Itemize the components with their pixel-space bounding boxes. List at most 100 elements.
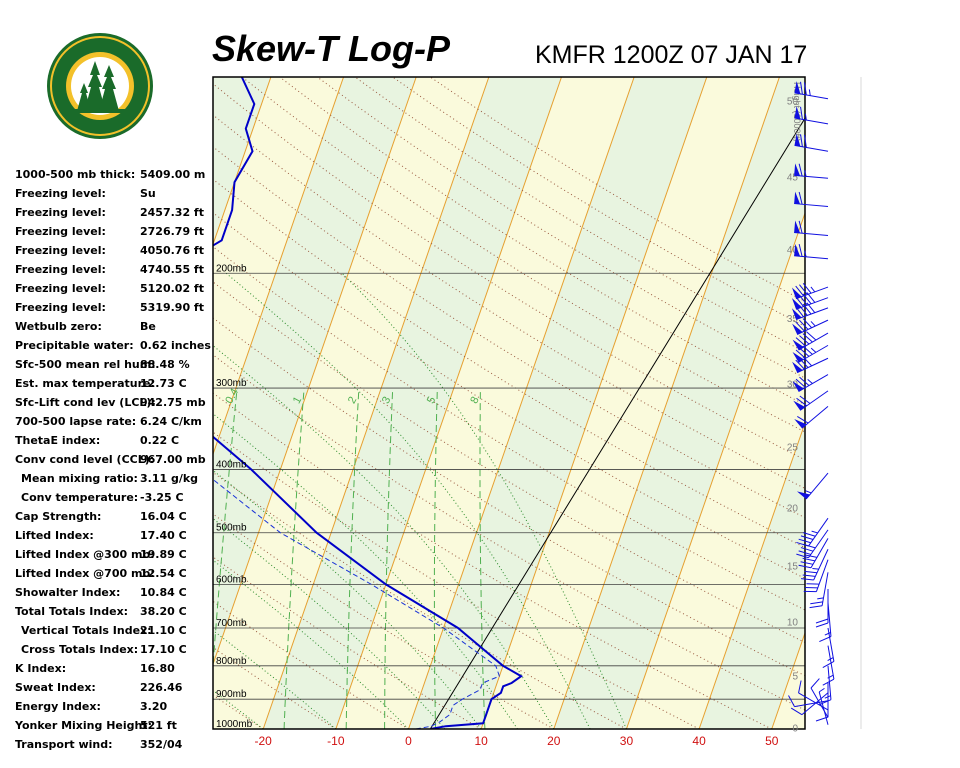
plot-frame (212, 76, 806, 730)
stat-row: 1000-500 mb thick: 5409.00 m (15, 168, 215, 187)
dry-adiabat (213, 646, 337, 729)
wind-barb-flag (804, 554, 818, 558)
dry-adiabat (354, 77, 805, 353)
wind-barb (794, 220, 829, 236)
wind-barb-half-flag (811, 530, 818, 534)
oregon-dept-of-forestry-logo (47, 33, 153, 139)
mixing-ratio-label: 3 (380, 395, 393, 406)
isotherm-line (844, 77, 960, 729)
stat-value: 5319.90 ft (140, 301, 204, 314)
wind-barb-half-flag (812, 567, 819, 570)
wind-barb-pennant (792, 381, 804, 392)
wind-barb-flag (797, 416, 809, 424)
stat-label: Conv temperature: (21, 491, 139, 504)
stat-value: 226.46 (140, 681, 183, 694)
stat-value: 0.62 inches (140, 339, 211, 352)
wind-barb-pennant (791, 298, 802, 310)
stat-value: 5120.02 ft (140, 282, 204, 295)
wind-barb-half-flag (818, 687, 825, 693)
wind-barb-staff (821, 572, 829, 606)
wind-barb-flag (800, 106, 803, 120)
wind-barb-flag (798, 680, 802, 694)
wind-barb-flag (798, 220, 803, 234)
wind-barb-flag (815, 618, 829, 624)
stat-label: Freezing level: (15, 244, 106, 257)
temperature-band (844, 77, 960, 729)
wind-barb (794, 191, 829, 208)
stat-label: Precipitable water: (15, 339, 134, 352)
wind-barb-flag (798, 538, 811, 544)
stat-row: Freezing level: 2457.32 ft (15, 206, 215, 225)
wind-barb-flag (819, 636, 832, 642)
wind-barb-flag (802, 303, 812, 315)
wind-barb-flag (788, 695, 795, 707)
wind-barb (794, 133, 829, 152)
wind-barb-flag (800, 535, 814, 540)
wind-barb-flag (802, 333, 813, 343)
stat-row: Lifted Index @700 mb: 12.54 C (15, 567, 215, 586)
stat-value: 967.00 mb (140, 453, 206, 466)
plot-area: 0.4 1 2 3 5 8 (0, 77, 960, 729)
stat-label: Transport wind: (15, 738, 113, 751)
wind-barb-pennant (791, 308, 802, 320)
dry-adiabat (279, 77, 805, 406)
wind-barb-flag (822, 661, 835, 668)
stat-row: Sweat Index: 226.46 (15, 681, 215, 700)
stat-row: Cross Totals Index: 17.10 C (15, 643, 215, 662)
wind-barb (798, 538, 829, 569)
wind-barb-flag (802, 318, 813, 329)
isotherm-line (0, 77, 53, 729)
wind-barb-flag (809, 605, 823, 609)
wind-barb-flag (800, 561, 814, 565)
mixing-ratio-line (479, 388, 486, 729)
pressure-label: 1000mb (216, 719, 253, 730)
x-tick-label: 30 (620, 734, 634, 748)
wind-barb-half-flag (810, 321, 816, 327)
stat-row: Mean mixing ratio: 3.11 g/kg (15, 472, 215, 491)
stat-value: 2726.79 ft (140, 225, 204, 238)
stat-value: 942.75 mb (140, 396, 206, 409)
stat-label: Freezing level: (15, 263, 106, 276)
dry-adiabat (213, 114, 805, 489)
wind-barb-flag (795, 306, 804, 318)
isotherm-line (553, 77, 780, 729)
wind-barb (803, 559, 829, 593)
pressure-label: 600mb (216, 574, 247, 585)
mixing-ratio-line (433, 388, 438, 729)
stat-label: Sweat Index: (15, 681, 96, 694)
wind-barb (791, 283, 829, 300)
wind-barb-pennant (794, 133, 801, 147)
stat-value: 16.80 (140, 662, 175, 675)
wind-barb-flag (798, 191, 803, 205)
wind-barb-flag (806, 292, 816, 303)
stat-row: Sfc-Lift cond lev (LCL): 942.75 mb (15, 396, 215, 415)
wind-barb-staff (795, 286, 829, 300)
wind-barb-flag (800, 81, 803, 95)
dry-adiabat (213, 212, 805, 579)
stat-value: 19.89 C (140, 548, 187, 561)
wind-barb-flag (804, 570, 818, 574)
wind-barb-flag (803, 134, 807, 148)
stat-row: Lifted Index @300 mb: 19.89 C (15, 548, 215, 567)
temperature-band (0, 77, 126, 729)
stat-value: 3.11 g/kg (140, 472, 199, 485)
wind-barb-pennant (794, 243, 801, 257)
wind-barb-column (788, 77, 862, 729)
wind-barb-pennant (793, 400, 806, 411)
wind-barb-pennant (794, 220, 801, 234)
wind-barb-staff (808, 517, 829, 547)
stat-value: -3.25 C (140, 491, 184, 504)
stat-label: Freezing level: (15, 301, 106, 314)
wind-barb (792, 344, 829, 363)
wind-barb-staff (794, 255, 829, 260)
stat-label: ThetaE index: (15, 434, 101, 447)
wind-barb (791, 292, 829, 310)
pressure-label: 800mb (216, 656, 247, 667)
stat-label: Lifted Index: (15, 529, 94, 542)
x-tick-label: 40 (692, 734, 706, 748)
height-tick-label: 30 (787, 380, 799, 391)
stat-label: Freezing level: (15, 206, 106, 219)
stat-row: Lifted Index: 17.40 C (15, 529, 215, 548)
stat-row: Freezing level: 4740.55 ft (15, 263, 215, 282)
x-tick-label: 50 (765, 734, 779, 748)
